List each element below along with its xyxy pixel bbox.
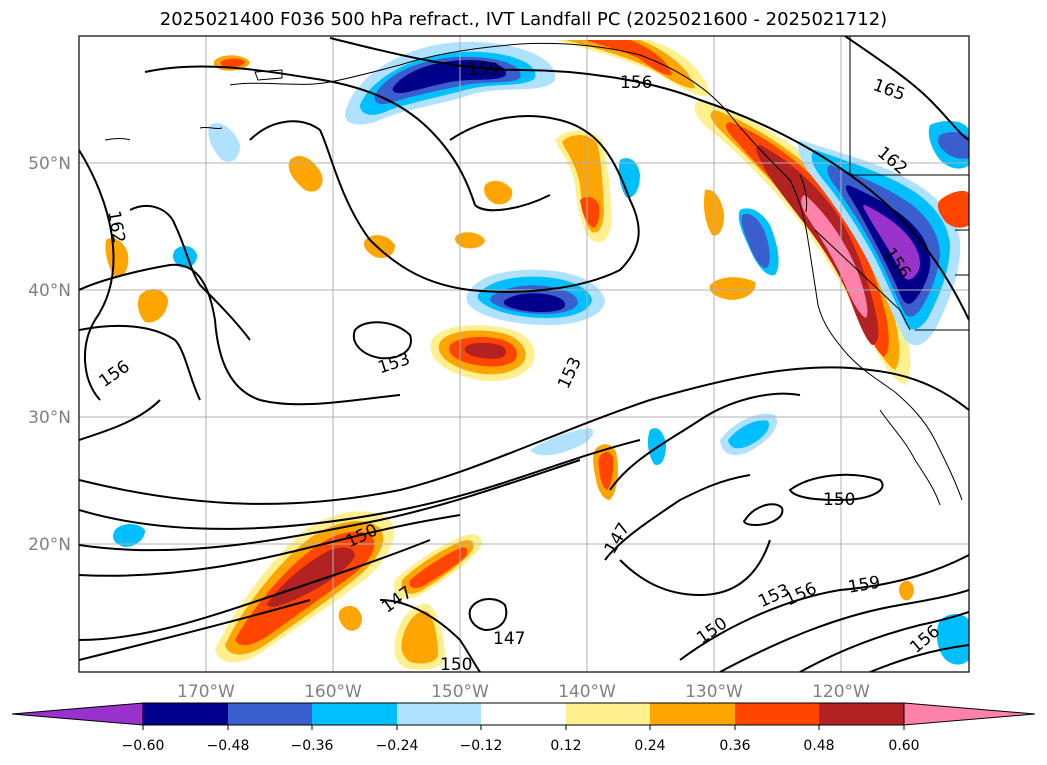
colorbar-segment [481, 703, 566, 725]
colorbar-segment [650, 703, 735, 725]
contour-label: 150 [440, 655, 472, 675]
lon-label: 140°W [558, 682, 616, 702]
colorbar-tick-label: −0.60 [122, 738, 165, 754]
colorbar-segment [819, 703, 904, 725]
contour-label: 147 [493, 629, 525, 649]
lon-label: 120°W [812, 682, 870, 702]
anomaly-shading [105, 40, 969, 670]
colorbar: −0.60 −0.48 −0.36 −0.24 −0.12 0.12 0.24 … [11, 702, 1036, 754]
longitude-labels: 170°W 160°W 150°W 140°W 130°W 120°W [177, 682, 870, 702]
latitude-labels: 50°N 40°N 30°N 20°N [28, 154, 71, 555]
colorbar-tick-label: 0.60 [888, 738, 919, 754]
lat-label: 20°N [28, 535, 71, 555]
colorbar-tick-label: 0.36 [719, 738, 750, 754]
lon-label: 150°W [431, 682, 489, 702]
graticule [79, 36, 969, 672]
colorbar-tick-label: 0.24 [634, 738, 665, 754]
colorbar-tick-label: 0.12 [550, 738, 581, 754]
geopotential-contours [79, 36, 969, 672]
lon-label: 170°W [177, 682, 235, 702]
contour-label: 159 [467, 60, 499, 80]
colorbar-segment [566, 703, 650, 725]
lat-label: 40°N [28, 281, 71, 301]
lon-label: 130°W [685, 682, 743, 702]
colorbar-tick-label: 0.48 [803, 738, 834, 754]
colorbar-high-extension [903, 702, 1036, 726]
colorbar-tick-label: −0.24 [376, 738, 419, 754]
contour-label: 150 [823, 490, 855, 510]
colorbar-segment [312, 703, 397, 725]
colorbar-segment [397, 703, 481, 725]
colorbar-segment [228, 703, 312, 725]
colorbar-low-extension [11, 702, 144, 726]
figure-title: 2025021400 F036 500 hPa refract., IVT La… [159, 9, 888, 30]
lat-label: 30°N [28, 408, 71, 428]
colorbar-tick-label: −0.48 [207, 738, 250, 754]
colorbar-segment [143, 703, 228, 725]
colorbar-segment [735, 703, 819, 725]
colorbar-tick-label: −0.12 [460, 738, 503, 754]
colorbar-tick-label: −0.36 [291, 738, 334, 754]
map-panel: 159 156 165 162 162 156 156 153 153 150 … [78, 35, 970, 675]
contour-label: 156 [620, 73, 652, 93]
lon-label: 160°W [304, 682, 362, 702]
lat-label: 50°N [28, 154, 71, 174]
